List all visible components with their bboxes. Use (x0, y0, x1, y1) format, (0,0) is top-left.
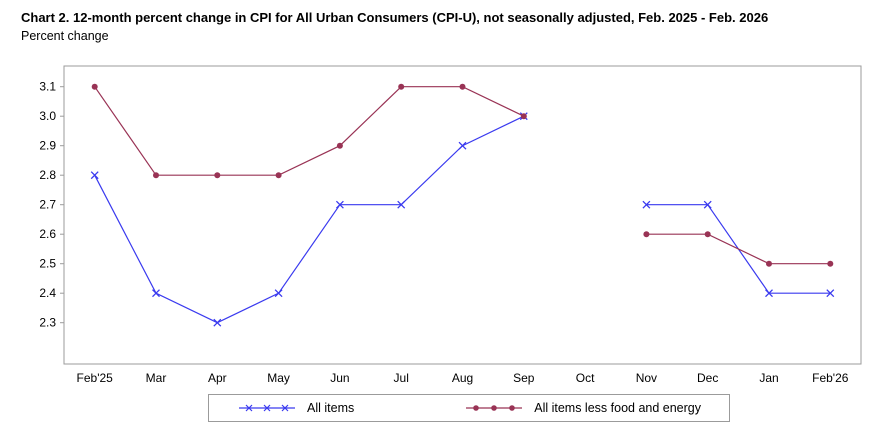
data-point-circle-marker (275, 172, 282, 179)
x-tick-label: Feb'26 (812, 371, 849, 385)
y-tick-label: 3.1 (39, 80, 56, 94)
line-chart: 2.3 2.4 2.5 2.6 2.7 2.8 2.9 3.0 3.1 Feb'25 Mar Apr M… (39, 65, 862, 385)
data-point-circle-marker (766, 260, 772, 267)
data-point-x-marker (765, 289, 773, 298)
legend-circle-marker (473, 405, 480, 411)
y-tick-label: 2.7 (39, 198, 56, 212)
legend-x-marker (281, 404, 289, 412)
data-point-circle-marker (91, 83, 98, 90)
legend-circle-marker (491, 405, 498, 411)
core-line-sample-icon (466, 405, 523, 411)
series-line-1 (646, 233, 831, 265)
x-tick-label: Jul (394, 371, 409, 385)
data-point-circle-marker (643, 231, 650, 238)
x-tick-label: Mar (146, 371, 167, 385)
x-tick-label: Apr (208, 371, 227, 385)
y-tick-label: 3.0 (39, 109, 56, 123)
x-tick-label: Jan (759, 371, 778, 385)
data-point-x-marker (642, 200, 651, 209)
legend-item-core: All items less food and energy (464, 401, 701, 415)
legend-label-all-items: All items (307, 401, 355, 415)
y-tick-label: 2.5 (39, 257, 56, 271)
y-tick-label: 2.8 (39, 168, 56, 182)
x-tick-label: Aug (452, 371, 473, 385)
x-tick-label: Jun (330, 371, 349, 385)
data-point-x-marker (397, 200, 406, 209)
legend-label-core: All items less food and energy (534, 401, 701, 415)
data-point-circle-marker (704, 231, 711, 238)
data-point-circle-marker (398, 83, 405, 90)
data-point-x-marker (152, 289, 160, 298)
x-tick-label: Oct (576, 371, 595, 385)
data-point-x-marker (213, 318, 222, 327)
legend-x-marker (245, 404, 253, 412)
data-point-circle-marker (336, 142, 343, 149)
data-point-x-marker (335, 200, 344, 209)
data-point-x-marker (90, 171, 99, 180)
y-tick-label: 2.3 (39, 316, 56, 330)
legend-x-marker (263, 404, 271, 412)
all-items-line-sample-icon (239, 404, 295, 412)
data-point-circle-marker (459, 83, 466, 90)
plot-border (63, 65, 862, 365)
data-point-circle-marker (827, 260, 834, 267)
legend-item-all-items: All items (237, 401, 354, 415)
data-point-x-marker (458, 141, 467, 150)
y-tick-label: 2.6 (39, 227, 56, 241)
data-point-x-marker (274, 289, 283, 298)
series-line-0 (94, 115, 525, 324)
y-axis-label: Percent change (21, 29, 109, 43)
legend-box: All items All items less food and energy (208, 394, 730, 422)
series-line-1 (94, 86, 525, 176)
x-tick-label: Feb'25 (77, 371, 114, 385)
y-tick-label: 2.4 (39, 286, 56, 300)
y-tick-label: 2.9 (39, 139, 56, 153)
chart-title: Chart 2. 12-month percent change in CPI … (21, 10, 769, 25)
legend-circle-marker (509, 405, 516, 411)
data-point-circle-marker (520, 113, 527, 120)
x-tick-label: May (267, 371, 290, 385)
data-point-circle-marker (214, 172, 221, 179)
x-tick-label: Sep (513, 371, 535, 385)
x-tick-label: Dec (697, 371, 718, 385)
legend-spacer (354, 408, 464, 409)
x-tick-label: Nov (636, 371, 657, 385)
data-point-x-marker (703, 200, 712, 209)
data-point-circle-marker (153, 172, 159, 179)
data-point-x-marker (826, 289, 835, 298)
